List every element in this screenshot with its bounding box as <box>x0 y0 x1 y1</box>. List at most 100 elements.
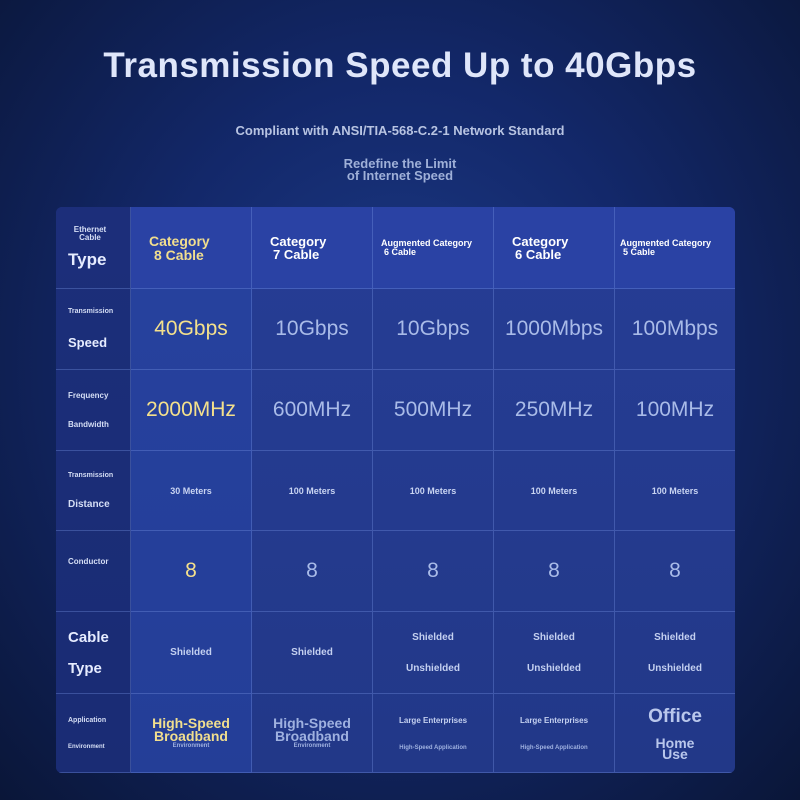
distance-cat6a-value: 100 Meters <box>409 485 457 496</box>
col-name-cat6a-line1: Augmented Category <box>381 237 473 248</box>
speed-cat6a-value: 10Gbps <box>396 317 470 340</box>
row-header-speed-big: Speed <box>68 335 108 350</box>
shield-cat6a-value1: Shielded <box>412 631 454 643</box>
row-header-cable-type-big1: Cable <box>68 628 109 646</box>
col-header-cat7: Category 7 Cable <box>252 207 373 289</box>
speed-cat5a: 100Mbps <box>615 289 735 370</box>
speed-cat7-value: 10Gbps <box>275 317 349 340</box>
frequency-cat5a-value: 100MHz <box>635 398 715 421</box>
row-header-cable-type: Cable Type <box>56 612 131 694</box>
tagline-line-1: Redefine the Limit <box>343 156 457 171</box>
frequency-cat6a-value: 500MHz <box>393 398 473 421</box>
tagline: Redefine the Limit of Internet Speed <box>0 156 800 183</box>
conductor-cat6: 8 <box>494 531 615 612</box>
col-name-cat5a-line1: Augmented Category <box>620 237 712 248</box>
application-cat6a-line1: Large Enterprises <box>398 715 468 725</box>
row-header-distance-big: Distance <box>68 498 110 510</box>
application-cat5a: Office Home Use <box>615 694 735 773</box>
application-cat7-line1: High-Speed <box>273 715 351 731</box>
col-header-cat6: Category 6 Cable <box>494 207 615 289</box>
speed-cat8: 40Gbps <box>131 289 252 370</box>
col-header-cat6a: Augmented Category 6 Cable <box>373 207 494 289</box>
shield-cat8-value: Shielded <box>170 647 212 658</box>
col-name-cat5a-line2: 5 Cable <box>623 246 656 257</box>
application-cat8-line2: Broadband <box>154 728 228 744</box>
conductor-cat6-value: 8 <box>548 559 560 582</box>
shield-cat7-value: Shielded <box>291 647 333 658</box>
col-name-cat5a: Augmented Category 5 Cable <box>615 237 712 257</box>
application-cat6-line2: High-Speed Application <box>520 744 588 751</box>
application-cat8: High-Speed Broadband Environment <box>131 694 252 773</box>
col-name-cat6a: Augmented Category 6 Cable <box>373 237 473 257</box>
shield-cat5a: Shielded Unshielded <box>615 612 735 694</box>
application-cat5a-line1: Office <box>648 706 702 727</box>
speed-cat6-value: 1000Mbps <box>504 317 604 340</box>
application-cat7: High-Speed Broadband Environment <box>252 694 373 773</box>
row-header-distance: Transmission Distance <box>56 451 131 531</box>
application-cat7-line2: Broadband <box>275 728 349 744</box>
distance-cat7-value: 100 Meters <box>288 485 336 496</box>
shield-cat6: Shielded Unshielded <box>494 612 615 694</box>
application-cat6a: Large Enterprises High-Speed Application <box>373 694 494 773</box>
comparison-table: Ethernet Cable Type Category 8 Cable Cat… <box>56 207 735 773</box>
distance-cat8-value: 30 Meters <box>170 485 212 496</box>
shield-cat6a: Shielded Unshielded <box>373 612 494 694</box>
row-header-application-small1: Application <box>68 716 107 724</box>
application-cat5a-line3: Use <box>662 746 688 762</box>
frequency-cat8-value: 2000MHz <box>146 398 236 421</box>
col-name-cat6-line2: 6 Cable <box>515 246 562 262</box>
application-cat5a-line2: Home <box>655 735 695 751</box>
col-name-cat8-line1: Category <box>149 232 210 249</box>
col-header-cat8: Category 8 Cable <box>131 207 252 289</box>
row-header-application-small2: Environment <box>68 743 105 750</box>
col-name-cat8-line2: 8 Cable <box>154 246 204 263</box>
conductor-cat7-value: 8 <box>306 559 318 582</box>
application-cat6: Large Enterprises High-Speed Application <box>494 694 615 773</box>
shield-cat6-value2: Unshielded <box>527 662 581 674</box>
col-name-cat7-line1: Category <box>270 233 327 249</box>
col-name-cat6a-line2: 6 Cable <box>384 246 417 257</box>
row-header-type-small: Ethernet Cable <box>73 224 107 242</box>
distance-cat6-value: 100 Meters <box>530 485 578 496</box>
page-title: Transmission Speed Up to 40Gbps <box>103 46 697 85</box>
row-header-frequency-small2: Bandwidth <box>68 420 109 429</box>
row-header-application: Application Environment <box>56 694 131 773</box>
speed-cat8-value: 40Gbps <box>154 317 228 340</box>
frequency-cat6a: 500MHz <box>373 370 494 451</box>
row-header-conductor-small: Conductor <box>68 557 109 566</box>
frequency-cat8: 2000MHz <box>131 370 252 451</box>
conductor-cat5a-value: 8 <box>669 559 681 582</box>
frequency-cat7-value: 600MHz <box>272 398 352 421</box>
conductor-cat8-value: 8 <box>185 559 197 582</box>
col-name-cat7: Category 7 Cable <box>252 235 326 261</box>
frequency-cat5a: 100MHz <box>615 370 735 451</box>
col-name-cat8: Category 8 Cable <box>131 234 210 262</box>
col-name-cat6: Category 6 Cable <box>494 235 568 261</box>
row-header-cable-type-big2: Type <box>68 659 102 677</box>
row-header-speed-small: Transmission <box>68 308 114 315</box>
frequency-cat6-value: 250MHz <box>514 398 594 421</box>
application-cat8-line3: Environment <box>172 743 210 749</box>
shield-cat5a-value1: Shielded <box>654 631 696 643</box>
application-cat8-line1: High-Speed <box>152 715 230 731</box>
conductor-cat5a: 8 <box>615 531 735 612</box>
page-subtitle: Compliant with ANSI/TIA-568-C.2-1 Networ… <box>235 123 565 138</box>
distance-cat5a-value: 100 Meters <box>651 485 699 496</box>
application-cat7-line3: Environment <box>293 743 331 749</box>
conductor-cat7: 8 <box>252 531 373 612</box>
application-cat6-line1: Large Enterprises <box>519 715 589 725</box>
conductor-cat6a: 8 <box>373 531 494 612</box>
shield-cat6-value1: Shielded <box>533 631 575 643</box>
tagline-line-2: of Internet Speed <box>346 168 454 183</box>
col-header-cat5a: Augmented Category 5 Cable <box>615 207 735 289</box>
row-header-frequency: Frequency Bandwidth <box>56 370 131 451</box>
distance-cat7: 100 Meters <box>252 451 373 531</box>
distance-cat6a: 100 Meters <box>373 451 494 531</box>
frequency-cat6: 250MHz <box>494 370 615 451</box>
shield-cat8: Shielded <box>131 612 252 694</box>
application-cat6a-line2: High-Speed Application <box>399 744 467 751</box>
speed-cat7: 10Gbps <box>252 289 373 370</box>
distance-cat8: 30 Meters <box>131 451 252 531</box>
conductor-cat6a-value: 8 <box>427 559 439 582</box>
speed-cat5a-value: 100Mbps <box>631 317 719 340</box>
